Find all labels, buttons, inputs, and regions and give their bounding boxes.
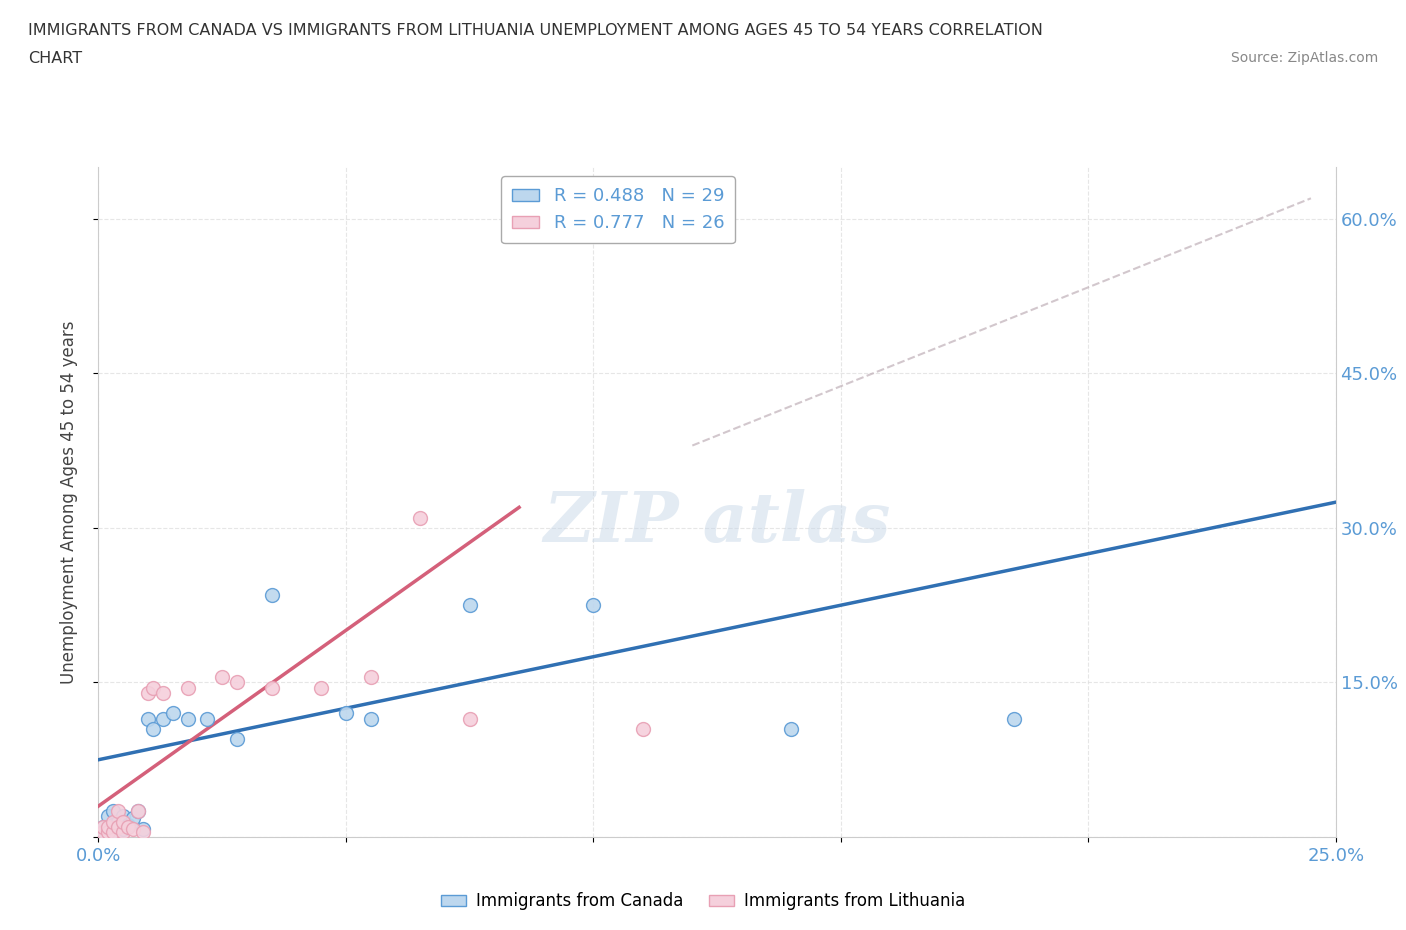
Point — [582, 598, 605, 613]
Point — [631, 722, 654, 737]
Point — [122, 811, 145, 826]
Point — [103, 824, 125, 839]
Point — [136, 685, 159, 700]
Point — [176, 711, 198, 726]
Point — [195, 711, 218, 726]
Point — [309, 680, 332, 695]
Point — [360, 670, 382, 684]
Point — [409, 511, 432, 525]
Point — [335, 706, 357, 721]
Point — [103, 817, 125, 832]
Point — [107, 819, 129, 834]
Point — [103, 814, 125, 829]
Point — [211, 670, 233, 684]
Point — [132, 821, 155, 836]
Legend: R = 0.488   N = 29, R = 0.777   N = 26: R = 0.488 N = 29, R = 0.777 N = 26 — [501, 177, 735, 243]
Point — [136, 711, 159, 726]
Point — [103, 824, 125, 839]
Point — [93, 824, 115, 839]
Point — [97, 819, 120, 834]
Text: CHART: CHART — [28, 51, 82, 66]
Point — [260, 588, 283, 603]
Point — [103, 804, 125, 818]
Point — [112, 814, 135, 829]
Point — [93, 819, 115, 834]
Text: Source: ZipAtlas.com: Source: ZipAtlas.com — [1230, 51, 1378, 65]
Point — [107, 814, 129, 829]
Point — [152, 711, 174, 726]
Text: ZIP atlas: ZIP atlas — [543, 488, 891, 556]
Point — [127, 804, 149, 818]
Point — [458, 598, 481, 613]
Point — [360, 711, 382, 726]
Point — [780, 722, 803, 737]
Point — [142, 722, 165, 737]
Point — [97, 821, 120, 836]
Legend: Immigrants from Canada, Immigrants from Lithuania: Immigrants from Canada, Immigrants from … — [434, 885, 972, 917]
Point — [226, 732, 249, 747]
Point — [142, 680, 165, 695]
Point — [112, 821, 135, 836]
Point — [458, 711, 481, 726]
Point — [226, 675, 249, 690]
Point — [112, 809, 135, 824]
Point — [176, 680, 198, 695]
Point — [107, 804, 129, 818]
Point — [127, 804, 149, 818]
Point — [107, 819, 129, 834]
Point — [93, 819, 115, 834]
Point — [260, 680, 283, 695]
Point — [117, 817, 139, 832]
Point — [122, 821, 145, 836]
Y-axis label: Unemployment Among Ages 45 to 54 years: Unemployment Among Ages 45 to 54 years — [59, 321, 77, 684]
Point — [117, 819, 139, 834]
Point — [162, 706, 184, 721]
Point — [112, 824, 135, 839]
Point — [1002, 711, 1025, 726]
Point — [97, 824, 120, 839]
Point — [93, 824, 115, 839]
Point — [97, 809, 120, 824]
Text: IMMIGRANTS FROM CANADA VS IMMIGRANTS FROM LITHUANIA UNEMPLOYMENT AMONG AGES 45 T: IMMIGRANTS FROM CANADA VS IMMIGRANTS FRO… — [28, 23, 1043, 38]
Point — [152, 685, 174, 700]
Point — [132, 824, 155, 839]
